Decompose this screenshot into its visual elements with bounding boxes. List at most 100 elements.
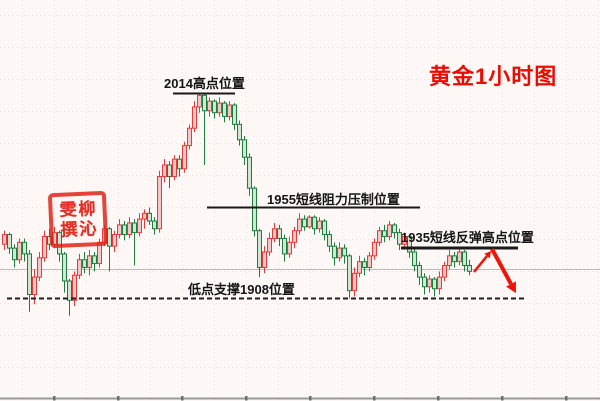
seal-char: 雯 [59, 200, 77, 220]
candle-body [437, 276, 442, 290]
candle-body [97, 241, 102, 265]
time-axis-tick [117, 396, 120, 401]
time-axis-tick [309, 396, 312, 401]
candle-body [102, 228, 107, 243]
seal-left-column: 雯 撰 [59, 200, 78, 240]
candle-body [277, 228, 282, 239]
candle-body [467, 265, 472, 272]
candle-body [252, 187, 257, 232]
candle-body [47, 236, 52, 245]
candle-body [167, 164, 172, 178]
time-axis-tick [181, 396, 184, 401]
candle-body [17, 241, 22, 261]
candle-body [337, 247, 342, 259]
analyst-seal-stamp: 雯 撰 柳 沁 [47, 190, 109, 249]
time-axis-tick [565, 396, 568, 401]
candle-body [387, 224, 392, 238]
drop-down-arrow-shaft [490, 248, 513, 285]
candle-body [402, 236, 407, 245]
candle-body [82, 259, 87, 268]
annotation-1935-rebound-high: 1935短线反弹高点位置 [401, 230, 534, 245]
candle-body [452, 255, 457, 263]
seal-char: 柳 [78, 199, 96, 219]
candle-body [42, 236, 47, 259]
candle-body [72, 274, 77, 301]
candle-body [262, 251, 267, 268]
candle-body [27, 253, 32, 296]
candle-body [87, 255, 92, 268]
candle-body [197, 94, 202, 108]
candle-body [392, 224, 397, 234]
candle-body [182, 145, 187, 170]
candle-body [417, 265, 422, 278]
candle-body [397, 232, 402, 245]
candle-body [457, 251, 462, 263]
candle-body [37, 257, 42, 278]
candle-body [282, 237, 287, 255]
candle-body [172, 158, 177, 178]
seal-char: 撰 [60, 219, 78, 240]
candle-body [212, 100, 217, 114]
candle-body [157, 176, 162, 230]
candle-body [62, 253, 67, 282]
annotation-1908-support: 低点支撑1908位置 [188, 282, 295, 297]
candle-body [447, 255, 452, 267]
rebound-up-arrow-head [484, 250, 492, 259]
candle-body [227, 104, 232, 118]
candle-body [147, 212, 152, 222]
candle-body [77, 259, 82, 276]
candle-body [422, 276, 427, 288]
candle-body [187, 127, 192, 147]
candle-body [117, 224, 122, 236]
candle-body [2, 234, 7, 245]
annotation-1955-resistance: 1955短线阻力压制位置 [267, 192, 400, 207]
seal-right-column: 柳 沁 [78, 199, 97, 239]
candle-body [357, 261, 362, 274]
candle-body [332, 245, 337, 259]
time-axis-tick [437, 396, 440, 401]
time-axis-tick [245, 396, 248, 401]
candle-body [52, 232, 57, 245]
candle-body [57, 232, 62, 255]
candle-body [67, 280, 72, 301]
candle-body [432, 278, 437, 290]
candle-body [137, 218, 142, 234]
candle-body [367, 255, 372, 268]
candle-body [267, 237, 272, 253]
candle-body [162, 164, 167, 178]
candle-body [307, 216, 312, 228]
time-axis-tick [373, 396, 376, 401]
candle-body [342, 247, 347, 257]
annotation-2014-high: 2014高点位置 [164, 76, 245, 91]
candle-body [377, 230, 382, 243]
candle-body [207, 100, 212, 112]
candle-body [32, 276, 37, 296]
candle-body [217, 102, 222, 114]
time-axis-tick [53, 396, 56, 401]
candle-body [312, 216, 317, 230]
candle-body [352, 272, 357, 292]
candle-body [222, 102, 227, 118]
candle-body [407, 236, 412, 253]
chart-title: 黄金1小时图 [429, 64, 558, 89]
candle-body [12, 247, 17, 261]
candle-body [317, 220, 322, 230]
candle-body [142, 212, 147, 220]
candle-body [112, 234, 117, 247]
candle-body [462, 251, 467, 267]
candle-body [127, 222, 132, 236]
candle-body [257, 230, 262, 268]
candle-body [7, 234, 12, 249]
candle-body [382, 230, 387, 238]
candle-body [427, 278, 432, 288]
candle-body [107, 228, 112, 247]
candle-body [247, 156, 252, 189]
candle-body [302, 218, 307, 228]
candle-body [202, 94, 207, 112]
candle-body [192, 106, 197, 129]
candle-body [272, 228, 277, 239]
seal-char: 沁 [78, 218, 97, 239]
candle-body [372, 241, 377, 257]
